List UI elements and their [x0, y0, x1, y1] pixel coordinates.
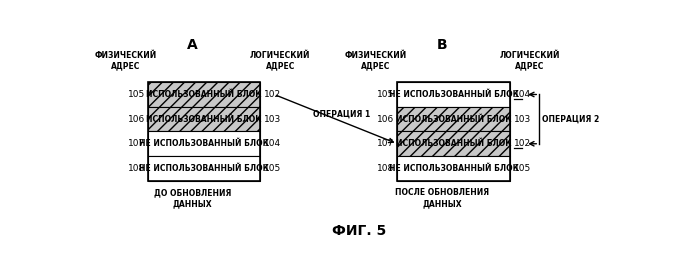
Bar	[147, 107, 260, 132]
Text: ИСПОЛЬЗОВАННЫЙ БЛОК: ИСПОЛЬЗОВАННЫЙ БЛОК	[146, 115, 261, 124]
Bar	[147, 82, 260, 181]
Text: 105: 105	[514, 164, 531, 173]
Text: А: А	[187, 38, 198, 52]
Text: 102: 102	[514, 139, 531, 148]
Text: ЛОГИЧЕСКИЙ
АДРЕС: ЛОГИЧЕСКИЙ АДРЕС	[250, 51, 310, 70]
Text: 108: 108	[377, 164, 394, 173]
Bar	[397, 132, 510, 156]
Text: ДО ОБНОВЛЕНИЯ
ДАННЫХ: ДО ОБНОВЛЕНИЯ ДАННЫХ	[154, 189, 231, 208]
Text: ФИЗИЧЕСКИЙ
АДРЕС: ФИЗИЧЕСКИЙ АДРЕС	[345, 51, 407, 70]
Bar	[397, 132, 510, 156]
Text: ИСПОЛЬЗОВАННЫЙ БЛОК: ИСПОЛЬЗОВАННЫЙ БЛОК	[396, 115, 511, 124]
Text: ОПЕРАЦИЯ 2: ОПЕРАЦИЯ 2	[542, 115, 600, 124]
Text: 104: 104	[514, 90, 531, 99]
Text: ОПЕРАЦИЯ 1: ОПЕРАЦИЯ 1	[313, 109, 370, 118]
Text: ФИЗИЧЕСКИЙ
АДРЕС: ФИЗИЧЕСКИЙ АДРЕС	[95, 51, 157, 70]
Text: ФИГ. 5: ФИГ. 5	[331, 224, 386, 238]
Bar	[147, 107, 260, 132]
Text: 106: 106	[377, 115, 394, 124]
Text: 103: 103	[514, 115, 531, 124]
Bar	[397, 107, 510, 132]
Text: ИСПОЛЬЗОВАННЫЙ БЛОК: ИСПОЛЬЗОВАННЫЙ БЛОК	[146, 90, 261, 99]
Bar	[397, 107, 510, 132]
Text: 108: 108	[127, 164, 145, 173]
Text: НЕ ИСПОЛЬЗОВАННЫЙ БЛОК: НЕ ИСПОЛЬЗОВАННЫЙ БЛОК	[389, 90, 519, 99]
Bar	[397, 82, 510, 181]
Text: 102: 102	[264, 90, 281, 99]
Bar	[147, 82, 260, 107]
Text: 104: 104	[264, 139, 281, 148]
Text: ИСПОЛЬЗОВАННЫЙ БЛОК: ИСПОЛЬЗОВАННЫЙ БЛОК	[396, 139, 511, 148]
Bar	[397, 82, 510, 107]
Bar	[147, 156, 260, 181]
Bar	[397, 156, 510, 181]
Text: НЕ ИСПОЛЬЗОВАННЫЙ БЛОК: НЕ ИСПОЛЬЗОВАННЫЙ БЛОК	[139, 139, 269, 148]
Text: 106: 106	[127, 115, 145, 124]
Text: 103: 103	[264, 115, 281, 124]
Text: В: В	[437, 38, 447, 52]
Text: 105: 105	[377, 90, 394, 99]
Bar	[147, 132, 260, 156]
Text: 105: 105	[127, 90, 145, 99]
Text: 107: 107	[127, 139, 145, 148]
Text: 107: 107	[377, 139, 394, 148]
Bar	[147, 82, 260, 107]
Text: ЛОГИЧЕСКИЙ
АДРЕС: ЛОГИЧЕСКИЙ АДРЕС	[500, 51, 560, 70]
Text: НЕ ИСПОЛЬЗОВАННЫЙ БЛОК: НЕ ИСПОЛЬЗОВАННЫЙ БЛОК	[389, 164, 519, 173]
Text: ПОСЛЕ ОБНОВЛЕНИЯ
ДАННЫХ: ПОСЛЕ ОБНОВЛЕНИЯ ДАННЫХ	[395, 189, 489, 208]
Text: НЕ ИСПОЛЬЗОВАННЫЙ БЛОК: НЕ ИСПОЛЬЗОВАННЫЙ БЛОК	[139, 164, 269, 173]
Text: 105: 105	[264, 164, 281, 173]
